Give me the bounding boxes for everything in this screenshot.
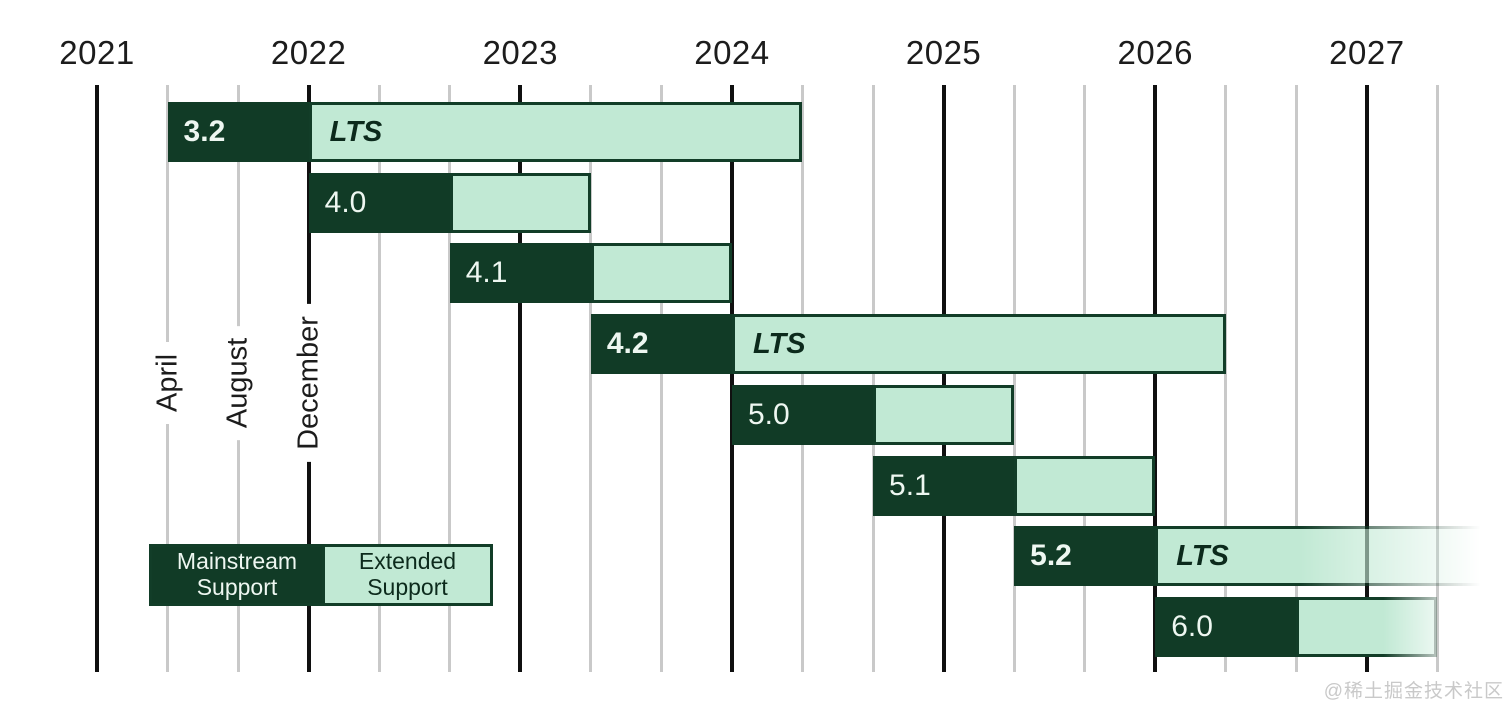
bar-version-label: 4.1	[465, 256, 508, 290]
gridline-minor	[448, 85, 452, 672]
gridline-year-2027	[1364, 85, 1369, 672]
month-tick-label: December	[290, 304, 328, 462]
watermark: @稀土掘金技术社区	[1323, 681, 1504, 702]
legend-mainstream-support: Mainstream Support	[152, 547, 322, 603]
bar-6.0-mainstream: 6.0	[1155, 596, 1297, 657]
year-tick-label: 2021	[59, 34, 135, 71]
bar-4.0-extended	[449, 172, 591, 233]
bar-version-label: 4.0	[324, 185, 367, 219]
gridline-minor	[659, 85, 663, 672]
legend-extended-label: Extended Support	[358, 548, 457, 600]
gridline-minor	[1083, 85, 1087, 672]
year-tick-label: 2026	[1117, 34, 1193, 71]
gridline-year-2021	[95, 85, 99, 672]
gridline-minor	[589, 85, 593, 672]
bar-3.2-extended: LTS	[308, 102, 803, 162]
year-tick-label: 2024	[694, 34, 770, 71]
year-tick-label: 2022	[270, 34, 347, 71]
bar-5.0-mainstream: 5.0	[731, 384, 874, 445]
bar-version-label: 5.2	[1030, 539, 1072, 573]
gridline-year-2024	[729, 85, 734, 672]
bar-version-label: 5.1	[889, 468, 931, 502]
bar-version-label: 6.0	[1171, 609, 1213, 643]
gridline-minor	[1435, 85, 1439, 672]
gridline-minor	[1224, 85, 1228, 672]
gridline-minor	[1012, 85, 1016, 672]
bar-4.2-extended: LTS	[731, 314, 1226, 375]
year-tick-label: 2025	[905, 34, 982, 71]
month-tick-label: April	[149, 341, 187, 425]
bar-version-label: 4.2	[606, 327, 649, 361]
year-tick-label: 2023	[482, 34, 558, 71]
bar-4.1-mainstream: 4.1	[449, 243, 591, 304]
bar-lts-label: LTS	[329, 116, 383, 148]
gridline-minor	[1294, 85, 1298, 672]
gridline-year-2025	[941, 85, 946, 672]
bar-lts-label: LTS	[752, 328, 806, 361]
bar-5.1-mainstream: 5.1	[873, 455, 1015, 516]
bar-5.2-mainstream: 5.2	[1014, 526, 1156, 587]
gridline-year-2023	[518, 85, 523, 672]
year-tick-label: 2027	[1329, 34, 1405, 71]
legend-mainstream-label: Mainstream Support	[176, 548, 298, 600]
gridline-year-2026	[1153, 85, 1158, 672]
legend-extended-support: Extended Support	[322, 547, 490, 603]
gridline-minor	[871, 85, 875, 672]
bar-5.0-extended	[873, 384, 1015, 445]
bar-5.1-extended	[1014, 455, 1156, 516]
bar-version-label: 3.2	[183, 115, 226, 148]
legend: Mainstream Support Extended Support	[149, 544, 493, 606]
bar-3.2-mainstream: 3.2	[167, 102, 309, 162]
bar-4.0-mainstream: 4.0	[308, 172, 450, 233]
gridline-minor	[377, 85, 381, 672]
bar-5.2-extended: LTS	[1155, 526, 1501, 587]
bar-4.2-mainstream: 4.2	[590, 314, 732, 375]
bar-version-label: 5.0	[747, 397, 790, 431]
gridline-minor	[801, 85, 804, 672]
month-tick-label: August	[219, 325, 257, 441]
bar-lts-label: LTS	[1176, 540, 1229, 573]
bar-6.0-extended	[1296, 596, 1438, 657]
bar-4.1-extended	[590, 243, 732, 304]
